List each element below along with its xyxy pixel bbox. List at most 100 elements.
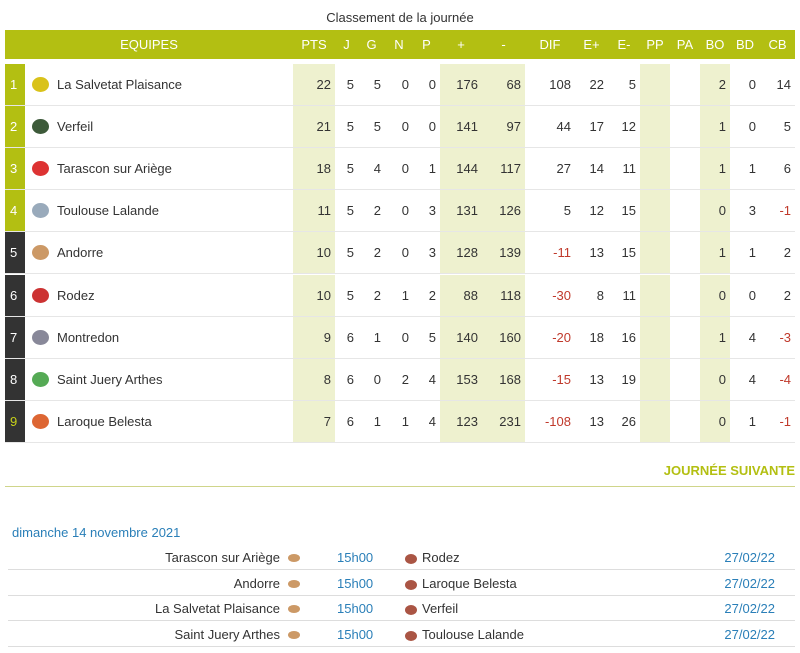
stat-cell: 0 <box>700 190 730 233</box>
column-header[interactable]: P <box>413 30 440 59</box>
stat-cell: 0 <box>730 64 760 106</box>
match-date-heading: dimanche 14 novembre 2021 <box>12 525 181 540</box>
stat-cell: 13 <box>575 401 608 443</box>
team-name[interactable]: Rodez <box>25 275 293 317</box>
team-name[interactable]: Toulouse Lalande <box>25 190 293 233</box>
stat-cell: 0 <box>385 232 413 275</box>
stat-cell: 1 <box>700 232 730 275</box>
column-header[interactable]: + <box>440 30 482 59</box>
team-name[interactable]: Tarascon sur Ariège <box>25 148 293 191</box>
stat-cell: 2 <box>358 190 385 233</box>
stat-cell: 10 <box>293 232 335 275</box>
next-heading[interactable]: JOURNÉE SUIVANTE <box>663 463 795 478</box>
stat-cell: 97 <box>482 106 525 149</box>
stat-cell: 141 <box>440 106 482 149</box>
column-header[interactable]: BD <box>730 30 760 59</box>
stat-cell: 2 <box>760 232 795 275</box>
team-name[interactable]: Verfeil <box>25 106 293 149</box>
stat-cell: 1 <box>730 232 760 275</box>
stat-cell: 0 <box>730 275 760 317</box>
away-team[interactable]: Rodez <box>422 550 460 565</box>
column-header[interactable]: G <box>358 30 385 59</box>
away-team[interactable]: Toulouse Lalande <box>422 626 524 642</box>
stat-cell: 1 <box>700 106 730 149</box>
column-header[interactable]: E- <box>608 30 640 59</box>
stat-cell: -20 <box>525 317 575 359</box>
empty-cell <box>670 275 700 317</box>
stat-cell: 7 <box>293 400 335 443</box>
home-team[interactable]: Saint Juery Arthes <box>174 626 281 642</box>
column-header[interactable]: DIF <box>525 30 575 59</box>
stat-cell: 5 <box>335 64 358 106</box>
home-team[interactable]: Andorre <box>233 575 280 591</box>
stat-cell: 6 <box>335 317 358 359</box>
stat-cell: 18 <box>293 148 335 191</box>
stat-cell: 0 <box>700 358 730 401</box>
column-header[interactable]: N <box>385 30 413 59</box>
match-date[interactable]: 27/02/22 <box>724 626 775 642</box>
column-header[interactable]: CB <box>760 30 795 59</box>
column-header[interactable]: E+ <box>575 30 608 59</box>
stat-cell: 5 <box>760 106 795 149</box>
away-team[interactable]: Verfeil <box>422 601 459 616</box>
stat-cell: 6 <box>335 401 358 443</box>
column-header[interactable]: PTS <box>293 30 335 59</box>
column-header[interactable]: J <box>335 30 358 59</box>
rank: 6 <box>5 274 25 317</box>
team-name[interactable]: Montredon <box>25 317 293 359</box>
stat-cell: 11 <box>293 190 335 233</box>
stat-cell: 4 <box>730 317 760 359</box>
team-name[interactable]: Andorre <box>25 232 293 275</box>
team-name[interactable]: Saint Juery Arthes <box>25 359 293 401</box>
home-logo <box>288 630 300 639</box>
rank: 7 <box>5 316 25 359</box>
stat-cell: 168 <box>482 358 525 401</box>
stat-cell: 88 <box>440 274 482 317</box>
stat-cell: 68 <box>482 64 525 106</box>
stat-cell: 13 <box>575 232 608 275</box>
match-date[interactable]: 27/02/22 <box>724 550 775 565</box>
match-row <box>8 596 795 621</box>
kickoff-time: 15h00 <box>337 601 374 616</box>
stat-cell: 14 <box>760 64 795 106</box>
stat-cell: 3 <box>413 190 440 233</box>
team-logo <box>32 287 49 303</box>
stat-cell: 17 <box>575 106 608 149</box>
stat-cell: -1 <box>760 401 795 443</box>
stat-cell: 231 <box>482 400 525 443</box>
match-date[interactable]: 27/02/22 <box>724 601 775 616</box>
stat-cell: 0 <box>358 359 385 401</box>
stat-cell: 123 <box>440 400 482 443</box>
column-header[interactable]: PA <box>670 30 700 59</box>
column-header[interactable]: PP <box>640 30 670 59</box>
column-header[interactable]: EQUIPES <box>5 30 293 59</box>
away-team[interactable]: Laroque Belesta <box>422 575 517 591</box>
home-team[interactable]: La Salvetat Plaisance <box>154 601 280 616</box>
stat-cell: 0 <box>730 106 760 149</box>
rank: 9 <box>5 400 25 443</box>
empty-cell <box>670 359 700 401</box>
stat-cell: 2 <box>358 232 385 275</box>
stat-cell: 1 <box>358 401 385 443</box>
empty-cell <box>640 274 670 317</box>
home-team[interactable]: Tarascon sur Ariège <box>165 550 280 565</box>
stat-cell: 3 <box>730 190 760 233</box>
team-name[interactable]: Laroque Belesta <box>25 401 293 443</box>
stat-cell: -15 <box>525 359 575 401</box>
stat-cell: 9 <box>293 316 335 359</box>
stat-cell: 12 <box>608 106 640 149</box>
stat-cell: 10 <box>293 274 335 317</box>
column-header[interactable]: BO <box>700 30 730 59</box>
stat-cell: 0 <box>385 190 413 233</box>
team-logo <box>32 77 49 92</box>
stat-cell: 3 <box>413 232 440 275</box>
stat-cell: 0 <box>385 317 413 359</box>
stat-cell: 6 <box>335 359 358 401</box>
divider <box>5 486 795 487</box>
team-name[interactable]: La Salvetat Plaisance <box>25 64 293 106</box>
stat-cell: 22 <box>575 64 608 106</box>
column-header[interactable]: - <box>482 30 525 59</box>
stat-cell: 27 <box>525 148 575 191</box>
match-date[interactable]: 27/02/22 <box>724 575 775 591</box>
stat-cell: 19 <box>608 359 640 401</box>
